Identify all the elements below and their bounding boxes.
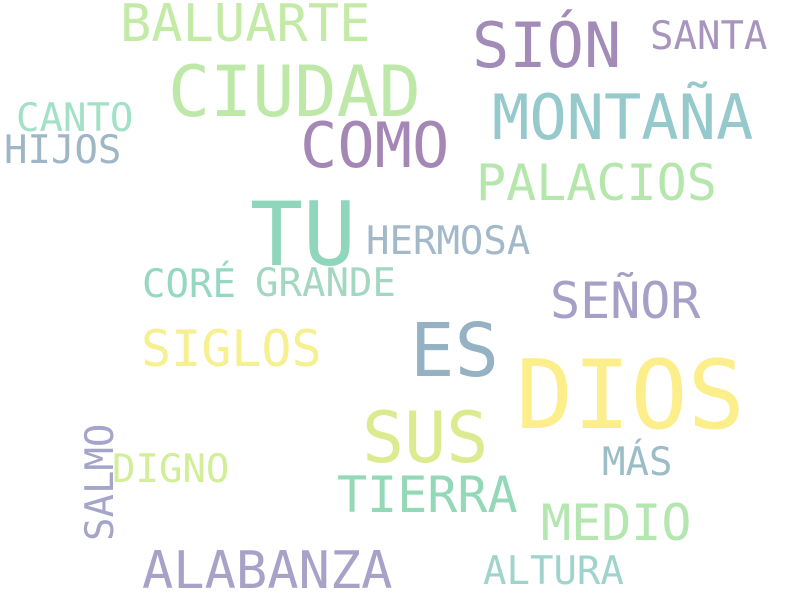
word-tierra: TIERRA — [337, 466, 518, 524]
word-santa: SANTA — [650, 14, 767, 59]
word-ciudad: CIUDAD — [168, 51, 421, 133]
word-siglos: SIGLOS — [141, 320, 322, 378]
word-altura: ALTURA — [483, 549, 624, 594]
word-montana: MONTAÑA — [492, 81, 753, 154]
word-digno: DIGNO — [112, 447, 229, 492]
word-palacios: PALACIOS — [476, 154, 717, 212]
word-core: CORÉ — [142, 260, 236, 307]
word-hermosa: HERMOSA — [366, 219, 530, 264]
word-sion: SIÓN — [472, 9, 621, 82]
word-baluarte: BALUARTE — [120, 0, 370, 54]
word-medio: MEDIO — [541, 494, 692, 552]
word-hijos: HIJOS — [4, 128, 121, 173]
word-dios: DIOS — [516, 341, 745, 451]
word-grande: GRANDE — [255, 261, 396, 306]
word-sus: SUS — [362, 397, 488, 479]
word-es: ES — [410, 308, 499, 394]
word-mas: MÁS — [602, 438, 672, 485]
word-salmo: SALMO — [78, 424, 123, 541]
word-como: COMO — [300, 109, 449, 182]
word-tu: TU — [250, 183, 356, 286]
word-canto: CANTO — [16, 96, 133, 141]
word-senor: SEÑOR — [550, 272, 701, 330]
word-alabanza: ALABANZA — [142, 541, 392, 600]
